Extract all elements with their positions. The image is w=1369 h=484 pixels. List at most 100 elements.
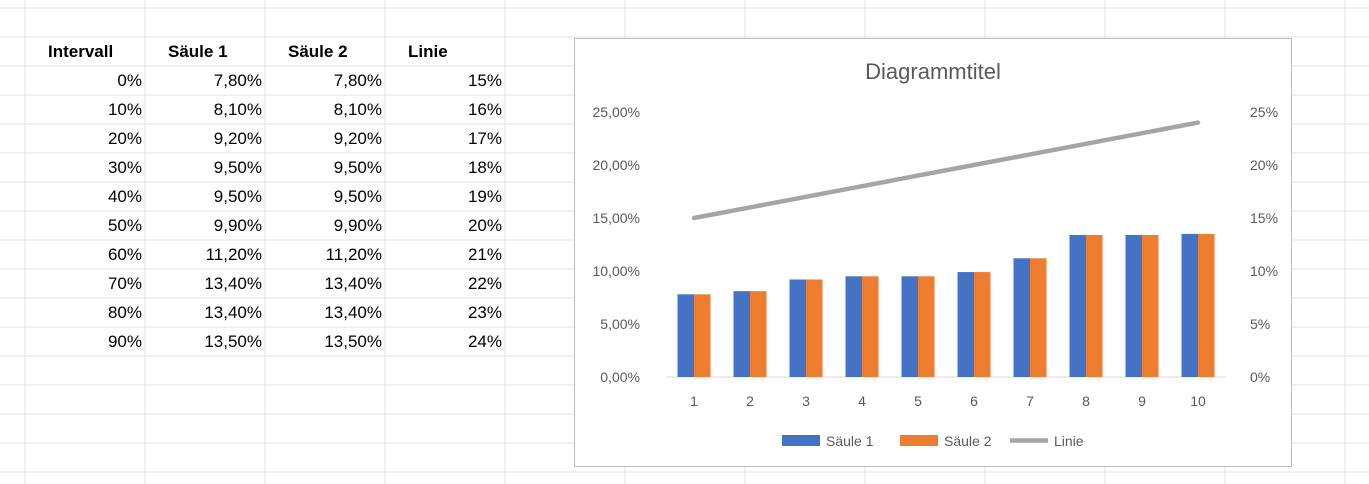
y-tick-label: 10,00% <box>593 263 640 279</box>
combo-chart[interactable]: Diagrammtitel 0,00% 5,00% 10,00% 15,00% 20,0… <box>574 38 1292 467</box>
header-cell[interactable]: Intervall <box>48 42 114 61</box>
data-cell[interactable]: 13,40% <box>324 274 382 293</box>
x-tick-label: 5 <box>914 393 922 409</box>
y2-tick-label: 20% <box>1250 157 1278 173</box>
data-cell[interactable]: 20% <box>107 129 142 148</box>
y-tick-label: 25,00% <box>593 104 640 120</box>
bar-säule-1 <box>1069 234 1086 377</box>
data-cell[interactable]: 18% <box>467 158 502 177</box>
y-tick-label: 20,00% <box>593 157 640 173</box>
data-cell[interactable]: 22% <box>467 274 502 293</box>
data-cell[interactable]: 9,20% <box>333 129 382 148</box>
data-cell[interactable]: 50% <box>107 216 142 235</box>
bar-säule-1 <box>677 294 694 377</box>
data-cell[interactable]: 17% <box>467 129 502 148</box>
data-cell[interactable]: 9,50% <box>213 187 262 206</box>
bar-säule-1 <box>789 279 806 377</box>
data-cell[interactable]: 9,50% <box>213 158 262 177</box>
data-cell[interactable]: 0% <box>117 71 142 90</box>
x-tick-label: 2 <box>746 393 754 409</box>
bar-säule-2 <box>694 294 711 377</box>
data-cell[interactable]: 13,50% <box>204 332 262 351</box>
data-cell[interactable]: 80% <box>107 303 142 322</box>
legend-swatch <box>900 435 938 446</box>
chart-title[interactable]: Diagrammtitel <box>865 59 1001 84</box>
data-cell[interactable]: 9,50% <box>333 158 382 177</box>
y2-tick-label: 15% <box>1250 210 1278 226</box>
header-cell[interactable]: Säule 1 <box>168 42 228 61</box>
bar-säule-2 <box>1198 233 1215 377</box>
data-cell[interactable]: 70% <box>107 274 142 293</box>
bar-säule-2 <box>1086 234 1103 377</box>
legend-label: Säule 2 <box>944 433 992 449</box>
header-cell[interactable]: Säule 2 <box>288 42 348 61</box>
x-tick-label: 3 <box>802 393 810 409</box>
bar-säule-1 <box>733 291 750 377</box>
data-cell[interactable]: 20% <box>467 216 502 235</box>
legend-item[interactable]: Säule 1 <box>782 433 874 449</box>
x-tick-label: 7 <box>1026 393 1034 409</box>
x-tick-label: 8 <box>1082 393 1090 409</box>
data-cell[interactable]: 7,80% <box>213 71 262 90</box>
data-cell[interactable]: 10% <box>107 100 142 119</box>
y2-tick-label: 25% <box>1250 104 1278 120</box>
legend-label: Linie <box>1054 433 1084 449</box>
bar-säule-2 <box>862 276 879 377</box>
legend-item[interactable]: Säule 2 <box>900 433 992 449</box>
data-cell[interactable]: 9,90% <box>333 216 382 235</box>
y2-tick-label: 0% <box>1250 369 1270 385</box>
y2-tick-label: 10% <box>1250 263 1278 279</box>
data-cell[interactable]: 13,40% <box>204 303 262 322</box>
bar-säule-1 <box>1181 233 1198 377</box>
data-cell[interactable]: 11,20% <box>205 245 262 264</box>
data-cell[interactable]: 7,80% <box>333 71 382 90</box>
data-cell[interactable]: 90% <box>107 332 142 351</box>
line-linie <box>691 120 1201 221</box>
legend: Säule 1 Säule 2 Linie <box>782 433 1084 449</box>
data-cell[interactable]: 21% <box>467 245 502 264</box>
data-cell[interactable]: 9,20% <box>213 129 262 148</box>
data-cell[interactable]: 13,40% <box>204 274 262 293</box>
bar-säule-2 <box>974 272 991 377</box>
data-cell[interactable]: 9,50% <box>333 187 382 206</box>
legend-swatch <box>782 435 820 446</box>
data-cell[interactable]: 60% <box>107 245 142 264</box>
plot-area: 0,00% 5,00% 10,00% 15,00% 20,00% 25,00% 0% 5% 10… <box>593 104 1279 409</box>
bar-säule-1 <box>1125 234 1142 377</box>
bar-säule-2 <box>1030 258 1047 377</box>
data-cell[interactable]: 40% <box>107 187 142 206</box>
data-cell[interactable]: 8,10% <box>333 100 382 119</box>
y-tick-label: 15,00% <box>593 210 640 226</box>
data-cell[interactable]: 11,20% <box>325 245 382 264</box>
header-cell[interactable]: Linie <box>408 42 448 61</box>
bar-säule-2 <box>1142 234 1159 377</box>
data-cell[interactable]: 15% <box>467 71 502 90</box>
bar-säule-2 <box>918 276 935 377</box>
x-tick-label: 10 <box>1190 393 1206 409</box>
x-tick-label: 6 <box>970 393 978 409</box>
bar-säule-2 <box>750 291 767 377</box>
data-cell[interactable]: 9,90% <box>213 216 262 235</box>
bar-säule-1 <box>845 276 862 377</box>
x-tick-label: 1 <box>690 393 698 409</box>
data-cell[interactable]: 30% <box>107 158 142 177</box>
legend-label: Säule 1 <box>826 433 874 449</box>
bar-säule-1 <box>901 276 918 377</box>
y-tick-label: 0,00% <box>600 369 640 385</box>
data-cell[interactable]: 16% <box>467 100 502 119</box>
x-tick-label: 4 <box>858 393 866 409</box>
data-cell[interactable]: 8,10% <box>213 100 262 119</box>
y-tick-label: 5,00% <box>600 316 640 332</box>
data-cell[interactable]: 24% <box>467 332 502 351</box>
data-cell[interactable]: 23% <box>467 303 502 322</box>
data-cell[interactable]: 13,50% <box>324 332 382 351</box>
bar-säule-1 <box>1013 258 1030 377</box>
x-tick-label: 9 <box>1138 393 1146 409</box>
data-cell[interactable]: 13,40% <box>324 303 382 322</box>
data-cell[interactable]: 19% <box>467 187 502 206</box>
legend-item[interactable]: Linie <box>1010 433 1084 449</box>
bar-säule-2 <box>806 279 823 377</box>
bar-säule-1 <box>957 272 974 377</box>
chart-area[interactable] <box>574 38 1292 467</box>
y2-tick-label: 5% <box>1250 316 1270 332</box>
